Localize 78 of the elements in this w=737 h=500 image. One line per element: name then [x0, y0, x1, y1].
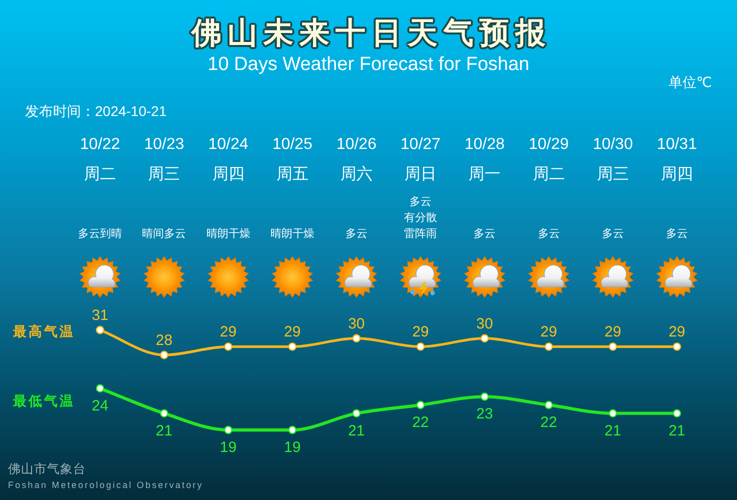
point [352, 334, 361, 343]
data-label: 29 [604, 324, 622, 341]
point [672, 342, 682, 351]
point [288, 342, 297, 351]
point [160, 409, 168, 418]
data-label: 23 [476, 406, 493, 423]
data-label: 29 [668, 324, 686, 341]
point [544, 342, 553, 351]
series-label: 最低气温 [12, 393, 75, 408]
text: 周二 [532, 166, 565, 183]
point [96, 384, 104, 393]
data-label: 22 [540, 414, 558, 431]
data-label: 31 [92, 307, 108, 324]
data-label: 29 [412, 324, 429, 341]
point [608, 342, 618, 351]
data-label: 19 [284, 439, 301, 456]
point [672, 409, 682, 418]
point [480, 334, 489, 343]
text: 周五 [276, 166, 308, 183]
point [608, 409, 618, 418]
chart-title: 佛山未来十日天气预报 [190, 17, 552, 50]
point [96, 326, 104, 334]
point [352, 409, 361, 418]
text: 晴朗干燥 [206, 227, 250, 240]
text: 周四 [212, 166, 244, 183]
text: 周日 [404, 166, 437, 183]
x-tick-label: 10/30 [592, 136, 633, 153]
point [224, 342, 232, 351]
point [224, 426, 232, 434]
point [480, 392, 489, 401]
data-label: 19 [220, 439, 237, 456]
data-label: 30 [476, 315, 493, 332]
x-tick-label: 10/22 [80, 136, 120, 153]
x-tick-label: 10/25 [272, 136, 312, 153]
x-tick-label: 10/28 [464, 136, 505, 153]
data-label: 21 [604, 422, 622, 440]
text: Foshan Meteorological Observatory [8, 480, 204, 490]
point [416, 342, 425, 351]
text: 佛山市气象台 [8, 462, 86, 476]
text: 多云 [345, 228, 368, 240]
text: 多云 [538, 228, 560, 240]
text: 周一 [468, 166, 501, 183]
text: 多云有分散雷阵雨 [404, 196, 438, 240]
x-tick-label: 10/27 [400, 136, 441, 153]
chart-subtitle: 10 Days Weather Forecast for Foshan [208, 54, 530, 75]
data-label: 21 [668, 422, 686, 440]
x-tick-label: 10/31 [656, 136, 698, 153]
point [160, 350, 168, 360]
x-tick-label: 10/24 [208, 136, 248, 153]
text: 晴朗干燥 [270, 227, 314, 240]
data-label: 29 [284, 324, 301, 341]
data-label: 21 [156, 422, 172, 440]
text: 发布时间：2024-10-21 [25, 103, 167, 119]
point [288, 426, 297, 434]
series-label: 最高气温 [12, 323, 75, 339]
data-label: 28 [156, 332, 172, 349]
text: 周二 [84, 166, 116, 183]
x-tick-label: 10/29 [528, 136, 569, 153]
data-label: 29 [220, 324, 237, 341]
data-label: 30 [348, 315, 365, 332]
text: 多云到晴 [78, 227, 122, 240]
text: 多云 [666, 228, 688, 240]
data-label: 22 [412, 414, 429, 431]
text: 晴间多云 [142, 227, 186, 240]
text: 周三 [596, 166, 629, 183]
data-label: 29 [540, 324, 558, 341]
point [416, 400, 425, 410]
x-tick-label: 10/26 [336, 136, 377, 153]
text: 多云 [474, 228, 496, 240]
text: 周四 [660, 166, 693, 183]
text: 单位℃ [668, 74, 712, 90]
data-label: 21 [348, 422, 365, 440]
text: 周六 [340, 165, 372, 183]
point [544, 400, 553, 410]
x-tick-label: 10/23 [144, 136, 184, 153]
data-label: 24 [92, 397, 108, 414]
text: 多云 [602, 228, 624, 240]
text: 周三 [148, 166, 180, 183]
